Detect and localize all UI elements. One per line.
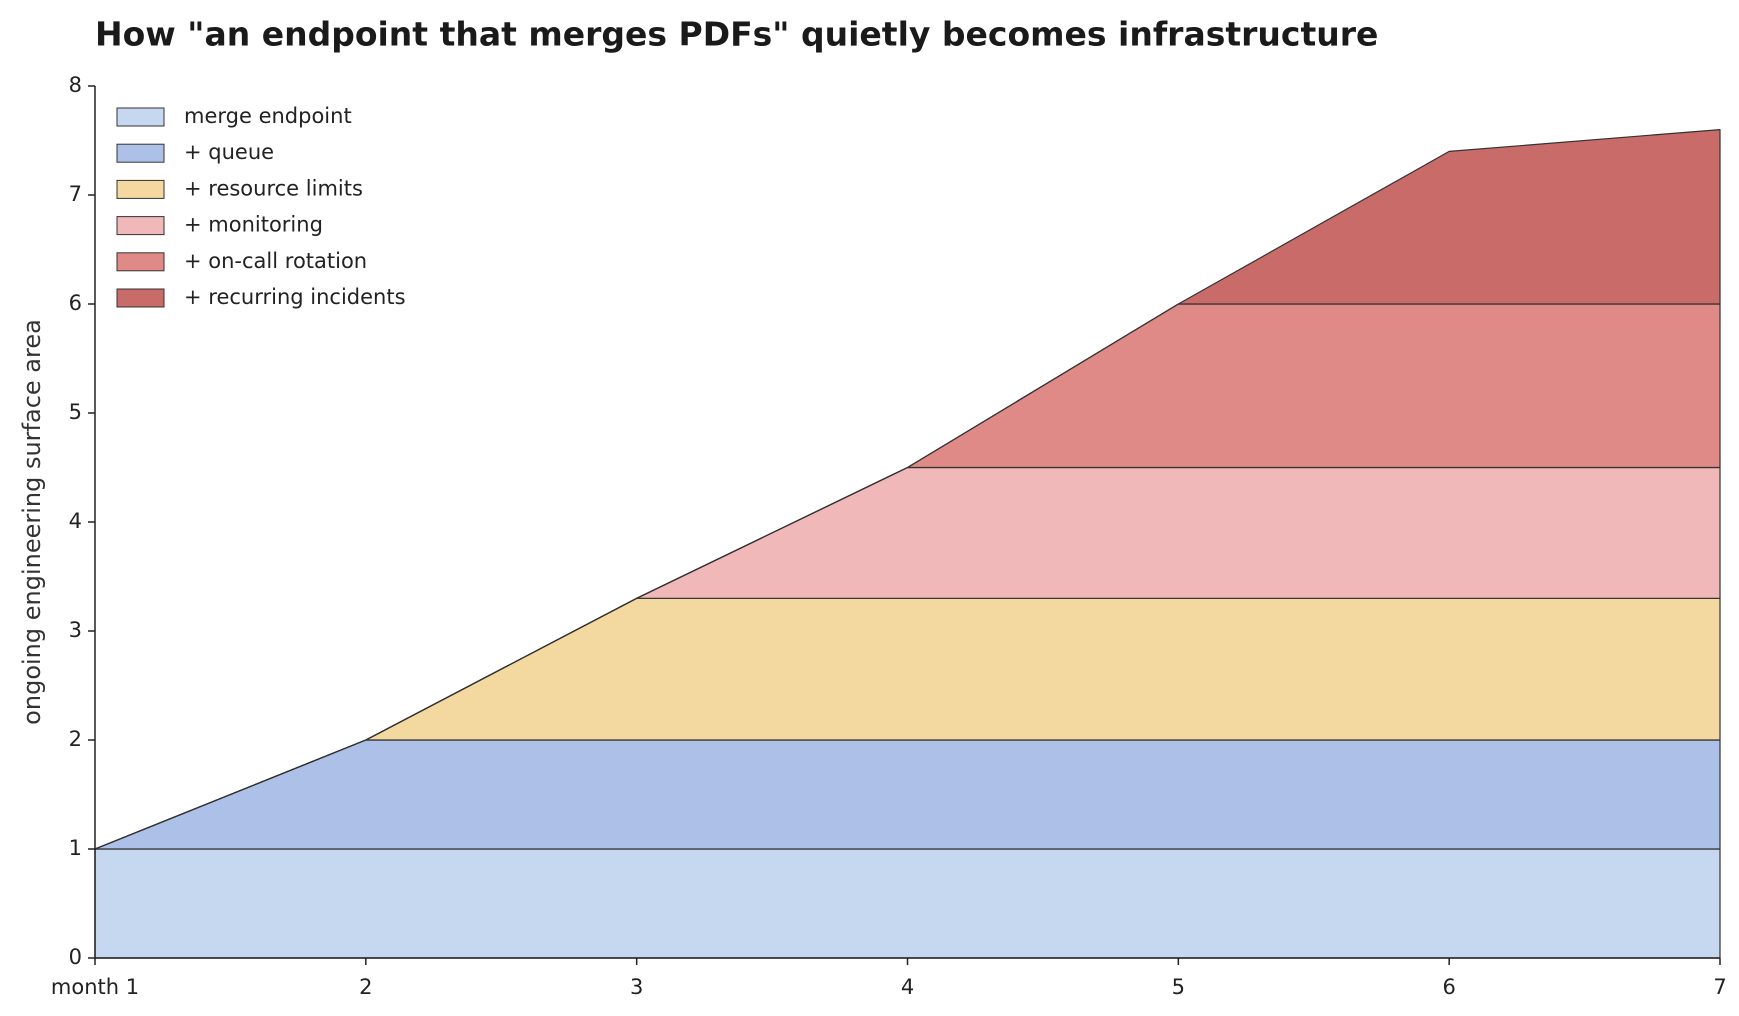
y-axis-label: ongoing engineering surface area [18,319,46,725]
x-tick-label: 6 [1442,975,1455,999]
y-tick-label: 0 [69,945,82,969]
y-tick-label: 8 [69,73,82,97]
y-tick-label: 1 [69,836,82,860]
legend-swatch [116,252,165,272]
chart-title: How "an endpoint that merges PDFs" quiet… [95,15,1378,54]
legend-label: + on-call rotation [184,249,367,273]
x-tick-label: 7 [1713,975,1726,999]
legend-swatch [116,288,165,308]
legend-swatch [116,179,165,199]
y-tick-label: 3 [69,618,82,642]
area [94,848,1721,959]
legend-label: + queue [184,140,274,164]
y-tick-label: 6 [69,291,82,315]
x-tick-label: 5 [1172,975,1185,999]
area [94,129,1721,850]
legend-label: + resource limits [184,176,363,200]
legend-label: + monitoring [184,213,323,237]
x-tick-label: 2 [359,975,372,999]
area [94,739,1721,850]
legend-swatch [116,143,165,163]
legend-swatch [116,216,165,236]
y-tick-label: 7 [69,182,82,206]
x-tick-label: month 1 [51,975,139,999]
y-tick-label: 5 [69,400,82,424]
y-tick-label: 4 [69,509,82,533]
legend-swatch [116,107,165,127]
y-tick-label: 2 [69,727,82,751]
legend-label: merge endpoint [184,104,352,128]
legend-label: + recurring incidents [184,285,406,309]
x-tick-label: 4 [901,975,914,999]
x-tick-label: 3 [630,975,643,999]
